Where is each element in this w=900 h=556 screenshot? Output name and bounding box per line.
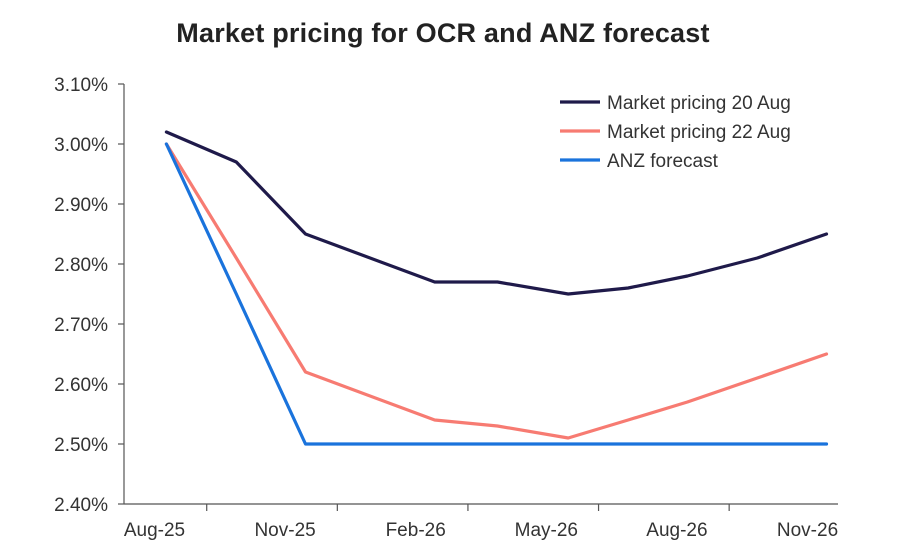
- x-tick-label: Aug-26: [646, 520, 707, 541]
- series-line-3: [164, 142, 829, 446]
- x-tick-label: Nov-25: [254, 520, 315, 541]
- x-tick-label: May-26: [515, 520, 578, 541]
- series-lines: [164, 130, 829, 446]
- x-tick-label: Feb-26: [386, 520, 446, 541]
- y-tick-label: 2.50%: [54, 435, 108, 456]
- legend: Market pricing 20 Aug Market pricing 22 A…: [560, 93, 791, 172]
- axes: 2.40% 2.50% 2.60% 2.70% 2.80% 2.90% 3.00% 3.10%…: [54, 75, 838, 541]
- y-tick-label: 2.80%: [54, 255, 108, 276]
- series-line-2: [164, 142, 829, 440]
- y-tick-label: 3.10%: [54, 75, 108, 96]
- y-tick-label: 2.70%: [54, 315, 108, 336]
- legend-label: Market pricing 20 Aug: [607, 93, 791, 114]
- x-tick-label: Aug-25: [124, 520, 185, 541]
- legend-label: Market pricing 22 Aug: [607, 122, 791, 143]
- x-tick-label: Nov-26: [777, 520, 838, 541]
- series-line-1: [164, 130, 829, 296]
- y-tick-label: 3.00%: [54, 135, 108, 156]
- legend-label: ANZ forecast: [607, 151, 719, 172]
- y-tick-label: 2.90%: [54, 195, 108, 216]
- chart-title: Market pricing for OCR and ANZ forecast: [176, 18, 710, 48]
- y-tick-label: 2.60%: [54, 375, 108, 396]
- y-tick-label: 2.40%: [54, 495, 108, 516]
